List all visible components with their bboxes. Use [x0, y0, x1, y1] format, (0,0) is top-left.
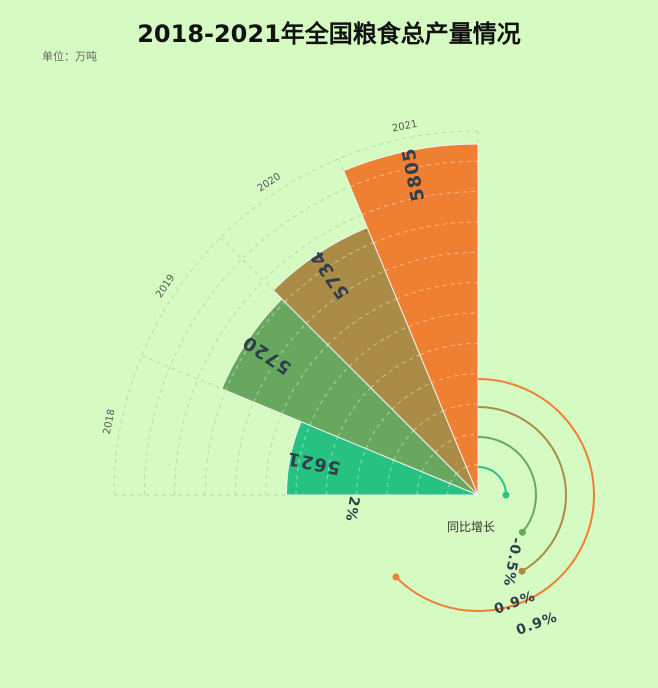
sector-grid-ring	[466, 464, 479, 468]
sector-grid-ring	[386, 459, 395, 496]
unit-label: 单位：万吨	[42, 50, 97, 63]
growth-arc-2018	[477, 466, 507, 496]
sector-grid-ring	[393, 430, 415, 461]
sector-grid-ring	[416, 471, 423, 496]
sector-grid-ring	[391, 382, 432, 410]
year-label-2019: 2019	[154, 273, 177, 300]
year-label-2020: 2020	[256, 171, 283, 194]
sector-grid-ring	[361, 191, 479, 216]
growth-dot-2019	[518, 528, 526, 536]
growth-arc-2020	[477, 406, 567, 573]
sector-grid-ring	[284, 242, 374, 303]
growth-title: 同比增长	[447, 520, 495, 534]
sector-grid-ring	[225, 301, 286, 391]
sector-grid-ring	[396, 282, 479, 300]
growth-arc-2019	[477, 436, 537, 533]
sector-grid-ring	[348, 326, 409, 367]
year-label-2021: 2021	[391, 119, 418, 135]
sector-grid-ring	[295, 425, 311, 496]
year-label-2018: 2018	[102, 408, 118, 435]
growth-dot-2018	[502, 491, 510, 499]
sector-grid-ring	[325, 436, 339, 496]
growth-label-2020: 0.9%	[492, 588, 538, 618]
sector-grid-ring	[408, 312, 479, 328]
sector-grid-ring	[309, 365, 350, 426]
sector-grid-ring	[413, 410, 444, 432]
sector-grid-ring	[356, 448, 367, 496]
growth-dot-2021	[392, 573, 400, 581]
growth-label-2019: -0.5%	[500, 536, 524, 588]
sector-grid-ring	[337, 387, 372, 438]
sector-grid-ring	[442, 403, 479, 412]
sector-grid-ring	[365, 408, 393, 449]
growth-dot-2020	[518, 567, 526, 575]
chart-title: 2018-2021年全国粮食总产量情况	[137, 20, 521, 48]
growth-label-2018: 2%	[342, 495, 362, 523]
sector-grid-ring	[373, 221, 479, 244]
sector-grid-ring	[281, 344, 329, 414]
sector-grid-ring	[370, 354, 421, 389]
sector-grid-ring	[421, 451, 436, 472]
sector-grid-ring	[434, 438, 455, 453]
sector-bar-2021	[343, 143, 479, 496]
sector-grid-ring	[454, 433, 479, 440]
sector-layer	[221, 143, 479, 496]
sector-grid-ring	[350, 160, 479, 188]
sector-grid-ring	[419, 342, 479, 356]
sector-bar-2020	[272, 226, 479, 496]
growth-arc-2021	[395, 378, 595, 612]
sector-grid-ring	[327, 298, 397, 346]
sector-grid-ring	[431, 373, 479, 384]
growth-label-2021: 0.9%	[514, 609, 560, 639]
